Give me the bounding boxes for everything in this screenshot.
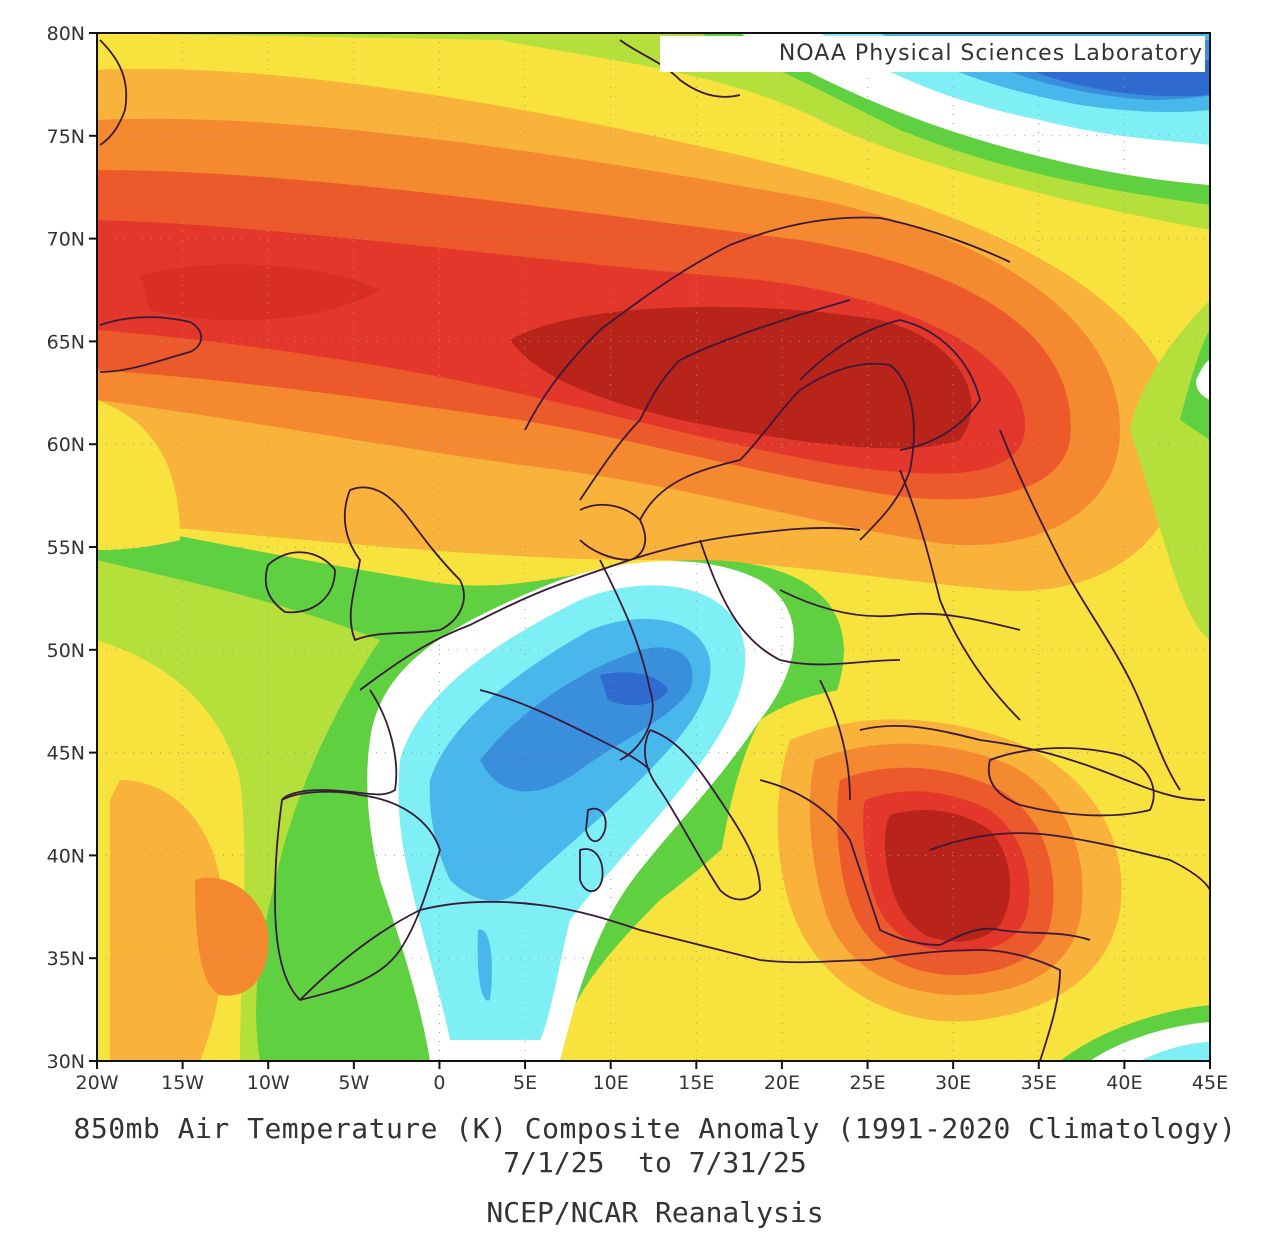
caption-title: 850mb Air Temperature (K) Composite Anom… xyxy=(73,1112,1237,1145)
lon-tick-label: 35E xyxy=(1021,1072,1057,1094)
lat-tick-label: 40N xyxy=(47,845,85,867)
lon-tick-label: 25E xyxy=(849,1072,885,1094)
lon-tick-label: 40E xyxy=(1106,1072,1142,1094)
lat-tick-label: 70N xyxy=(47,229,85,251)
caption-date-range: 7/1/25 to 7/31/25 xyxy=(503,1146,807,1179)
lat-tick-label: 35N xyxy=(47,948,85,970)
lon-tick-label: 0 xyxy=(433,1072,445,1094)
lat-tick-label: 30N xyxy=(47,1051,85,1073)
lon-tick-label: 5E xyxy=(513,1072,537,1094)
lon-tick-label: 10W xyxy=(247,1072,290,1094)
lat-tick-label: 80N xyxy=(47,23,85,45)
credit-label: NOAA Physical Sciences Laboratory xyxy=(660,36,1205,72)
lat-tick-label: 75N xyxy=(47,126,85,148)
temperature-anomaly-field xyxy=(97,33,1210,1061)
lon-tick-label: 5W xyxy=(338,1072,369,1094)
lon-tick-label: 45E xyxy=(1192,1072,1228,1094)
longitude-axis: 20W 15W 10W 5W 0 5E 10E 15E 20E 25E 30E 35E 40E 45E xyxy=(76,1061,1228,1094)
latitude-axis: 80N 75N 70N 65N 60N 55N 50N 45N 40N 35N 30N xyxy=(47,23,97,1073)
lon-tick-label: 15W xyxy=(161,1072,204,1094)
coastline-borders xyxy=(99,39,1210,1061)
lat-tick-label: 50N xyxy=(47,640,85,662)
lon-tick-label: 20W xyxy=(76,1072,119,1094)
lat-tick-label: 60N xyxy=(47,434,85,456)
lat-tick-label: 65N xyxy=(47,331,85,353)
lat-tick-label: 55N xyxy=(47,537,85,559)
caption-source: NCEP/NCAR Reanalysis xyxy=(486,1196,824,1229)
graticule-grid xyxy=(97,33,1210,1061)
lon-tick-label: 15E xyxy=(678,1072,714,1094)
lat-tick-label: 45N xyxy=(47,743,85,765)
lon-tick-label: 10E xyxy=(593,1072,629,1094)
lon-tick-label: 30E xyxy=(935,1072,971,1094)
lon-tick-label: 20E xyxy=(764,1072,800,1094)
